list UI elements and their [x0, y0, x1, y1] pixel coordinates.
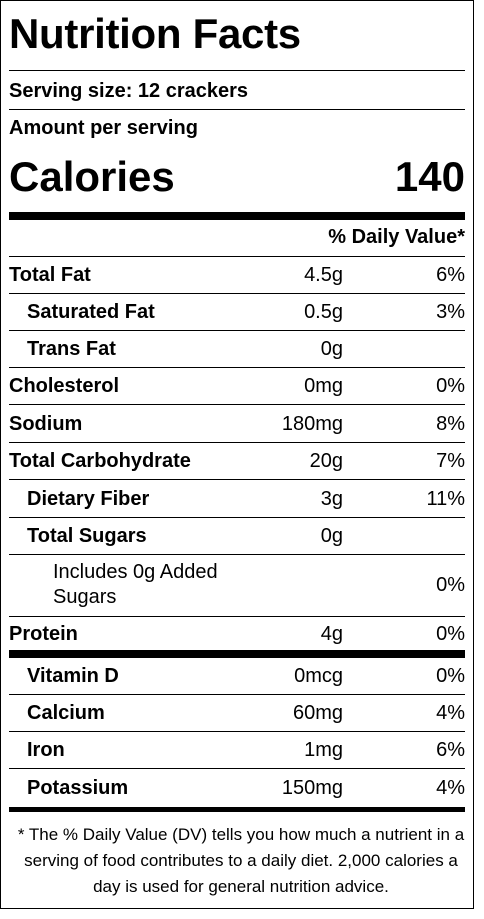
nutrient-amount: 20g [309, 450, 343, 472]
row-divider [9, 517, 465, 518]
nutrient-amount: 4g [320, 623, 343, 645]
nutrient-name: Saturated Fat [27, 301, 155, 323]
row-divider [9, 479, 465, 480]
row-divider [9, 554, 465, 555]
nutrient-amount: 180mg [281, 413, 343, 435]
amount-per-serving: Amount per serving [9, 117, 198, 139]
nutrient-name: Sodium [9, 413, 83, 435]
vitamin-row-potassium: Potassium 150mg 4% [9, 770, 465, 807]
nutrient-name: Includes 0g Added Sugars [53, 561, 218, 608]
nutrient-row-total-fat: Total Fat 4.5g 6% [9, 257, 465, 294]
vitamin-amount: 150mg [281, 777, 343, 799]
row-divider [9, 768, 465, 769]
vitamin-daily-value: 4% [436, 702, 465, 724]
dv-header-divider [9, 256, 465, 257]
footnote-divider [9, 807, 465, 812]
calories-value: 140 [394, 153, 465, 200]
nutrient-amount: 0g [320, 338, 343, 360]
nutrient-name: Total Fat [9, 264, 91, 286]
row-divider [9, 616, 465, 617]
nutrient-amount: 4.5g [304, 264, 343, 286]
nutrient-amount: 0g [320, 525, 343, 547]
vitamin-daily-value: 0% [436, 665, 465, 687]
nutrient-name: Total Sugars [27, 525, 147, 547]
daily-value-header: % Daily Value* [328, 226, 465, 248]
daily-value-footnote: * The % Daily Value (DV) tells you how m… [17, 825, 465, 896]
nutrient-name: Cholesterol [9, 375, 120, 397]
row-divider [9, 293, 465, 294]
nutrient-name: Trans Fat [27, 338, 116, 360]
vitamin-name: Potassium [27, 777, 129, 799]
nutrition-facts-label: Nutrition Facts Serving size: 12 cracker… [0, 0, 474, 909]
title-divider [9, 70, 465, 71]
vitamin-row-calcium: Calcium 60mg 4% [9, 695, 465, 732]
nutrient-row-total-sugars: Total Sugars 0g [9, 518, 465, 555]
vitamin-amount: 0mcg [294, 665, 343, 687]
serving-size: Serving size: 12 crackers [9, 80, 249, 102]
row-divider [9, 367, 465, 368]
calories-divider [9, 212, 465, 220]
nutrient-daily-value: 0% [436, 574, 465, 596]
row-divider [9, 330, 465, 331]
row-divider [9, 442, 465, 443]
vitamin-row-iron: Iron 1mg 6% [9, 732, 465, 769]
nutrient-amount: 0.5g [304, 301, 343, 323]
vitamin-amount: 60mg [292, 702, 343, 724]
serving-divider [9, 109, 465, 110]
nutrient-row-dietary-fiber: Dietary Fiber 3g 11% [9, 481, 465, 518]
label-title: Nutrition Facts [9, 10, 301, 57]
nutrient-daily-value: 0% [436, 623, 465, 645]
nutrient-daily-value: 0% [436, 375, 465, 397]
row-divider [9, 404, 465, 405]
nutrient-row-added-sugars: Includes 0g Added Sugars 0% [9, 555, 465, 617]
calories-label: Calories [9, 153, 175, 200]
nutrient-row-total-carbohydrate: Total Carbohydrate 20g 7% [9, 443, 465, 480]
vitamin-row-vitamin-d: Vitamin D 0mcg 0% [9, 658, 465, 695]
nutrient-amount: 3g [320, 488, 343, 510]
nutrient-daily-value: 3% [436, 301, 465, 323]
vitamin-name: Iron [27, 739, 65, 761]
nutrient-row-saturated-fat: Saturated Fat 0.5g 3% [9, 294, 465, 331]
vitamin-name: Calcium [27, 702, 105, 724]
nutrient-name: Protein [9, 623, 78, 645]
nutrient-row-protein: Protein 4g 0% [9, 616, 465, 653]
vitamin-daily-value: 6% [436, 739, 465, 761]
vitamin-name: Vitamin D [27, 665, 119, 687]
nutrient-row-trans-fat: Trans Fat 0g [9, 331, 465, 368]
nutrient-daily-value: 6% [436, 264, 465, 286]
nutrient-row-cholesterol: Cholesterol 0mg 0% [9, 368, 465, 405]
row-divider [9, 694, 465, 695]
nutrient-daily-value: 8% [436, 413, 465, 435]
vitamin-daily-value: 4% [436, 777, 465, 799]
nutrient-name: Dietary Fiber [27, 488, 150, 510]
nutrient-amount: 0mg [304, 375, 343, 397]
nutrient-daily-value: 7% [436, 450, 465, 472]
nutrient-daily-value: 11% [426, 488, 465, 510]
protein-divider [9, 650, 465, 658]
nutrient-name: Total Carbohydrate [9, 450, 191, 472]
vitamin-amount: 1mg [304, 739, 343, 761]
nutrient-row-sodium: Sodium 180mg 8% [9, 406, 465, 443]
row-divider [9, 731, 465, 732]
